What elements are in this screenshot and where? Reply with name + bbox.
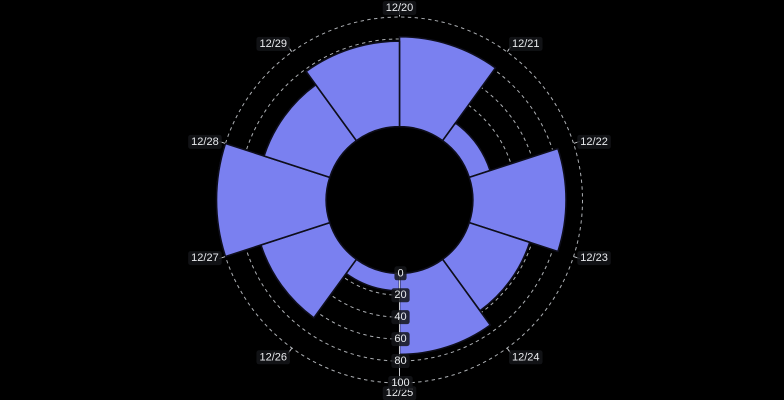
bars-layer xyxy=(215,35,567,356)
bar-sector-12-27[interactable] xyxy=(215,142,331,258)
label-background xyxy=(188,251,222,266)
angle-label-12-24: 12/24 xyxy=(512,351,540,363)
label-background xyxy=(391,310,410,325)
radial-tick-label-60: 60 xyxy=(394,333,406,345)
label-background xyxy=(256,36,290,51)
label-background xyxy=(394,266,407,281)
angle-label-12-22: 12/22 xyxy=(580,136,608,148)
angle-label-12-25: 12/25 xyxy=(386,387,414,399)
label-background xyxy=(382,1,417,15)
bar-sector-12-22[interactable] xyxy=(468,147,567,253)
angle-label-12-27: 12/27 xyxy=(191,252,219,264)
label-background xyxy=(391,354,410,369)
angle-label-12-20: 12/20 xyxy=(386,2,414,14)
radial-tick-label-100: 100 xyxy=(391,377,409,389)
radial-tick-label-20: 20 xyxy=(394,289,406,301)
label-background xyxy=(256,350,290,365)
radial-tick-label-40: 40 xyxy=(394,311,406,323)
label-background xyxy=(188,134,222,149)
bar-sector-12-20[interactable] xyxy=(398,35,497,142)
bar-sector-12-25[interactable] xyxy=(345,258,401,292)
label-background xyxy=(577,251,611,266)
angle-label-12-26: 12/26 xyxy=(259,351,287,363)
axis-layer: 12/20 12/21 12/22 12/23 12/24 12/25 12/26 12/27… xyxy=(188,1,611,400)
label-background xyxy=(509,350,543,365)
label-background xyxy=(509,36,543,51)
radial-tick-label-80: 80 xyxy=(394,355,406,367)
angle-label-12-23: 12/23 xyxy=(580,252,608,264)
bar-sector-12-21[interactable] xyxy=(441,122,491,179)
angle-label-12-28: 12/28 xyxy=(191,136,219,148)
label-background xyxy=(577,134,611,149)
angle-label-12-21: 12/21 xyxy=(512,38,540,50)
bar-sector-12-29[interactable] xyxy=(305,40,401,142)
radial-tick-label-0: 0 xyxy=(397,267,403,279)
label-background xyxy=(391,288,410,303)
angle-label-12-29: 12/29 xyxy=(259,38,287,50)
label-background xyxy=(391,332,410,347)
label-background xyxy=(388,376,413,390)
